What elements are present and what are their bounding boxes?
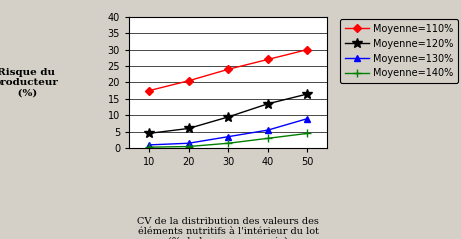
Moyenne=140% [186, 145, 191, 148]
Moyenne=110% [146, 89, 152, 92]
Moyenne=140% [305, 132, 310, 135]
Line: Moyenne=120%: Moyenne=120% [144, 89, 313, 138]
Text: CV de la distribution des valeurs des
éléments nutritifs à l'intérieur du lot
(%: CV de la distribution des valeurs des él… [137, 217, 319, 239]
Moyenne=110% [225, 68, 231, 71]
Moyenne=120% [186, 127, 191, 130]
Line: Moyenne=130%: Moyenne=130% [146, 116, 310, 148]
Text: Risque du
producteur
 (%): Risque du producteur (%) [0, 68, 59, 97]
Line: Moyenne=110%: Moyenne=110% [146, 47, 310, 93]
Line: Moyenne=140%: Moyenne=140% [145, 129, 312, 151]
Moyenne=130% [146, 143, 152, 146]
Moyenne=140% [225, 142, 231, 145]
Moyenne=110% [186, 79, 191, 82]
Moyenne=120% [225, 115, 231, 118]
Legend: Moyenne=110%, Moyenne=120%, Moyenne=130%, Moyenne=140%: Moyenne=110%, Moyenne=120%, Moyenne=130%… [340, 19, 458, 83]
Moyenne=120% [146, 132, 152, 135]
Moyenne=120% [305, 92, 310, 95]
Moyenne=130% [225, 135, 231, 138]
Moyenne=110% [305, 48, 310, 51]
Moyenne=130% [305, 117, 310, 120]
Moyenne=120% [265, 102, 271, 105]
Moyenne=110% [265, 58, 271, 61]
Moyenne=140% [146, 146, 152, 149]
Moyenne=130% [186, 142, 191, 145]
Moyenne=130% [265, 129, 271, 131]
Moyenne=140% [265, 137, 271, 140]
